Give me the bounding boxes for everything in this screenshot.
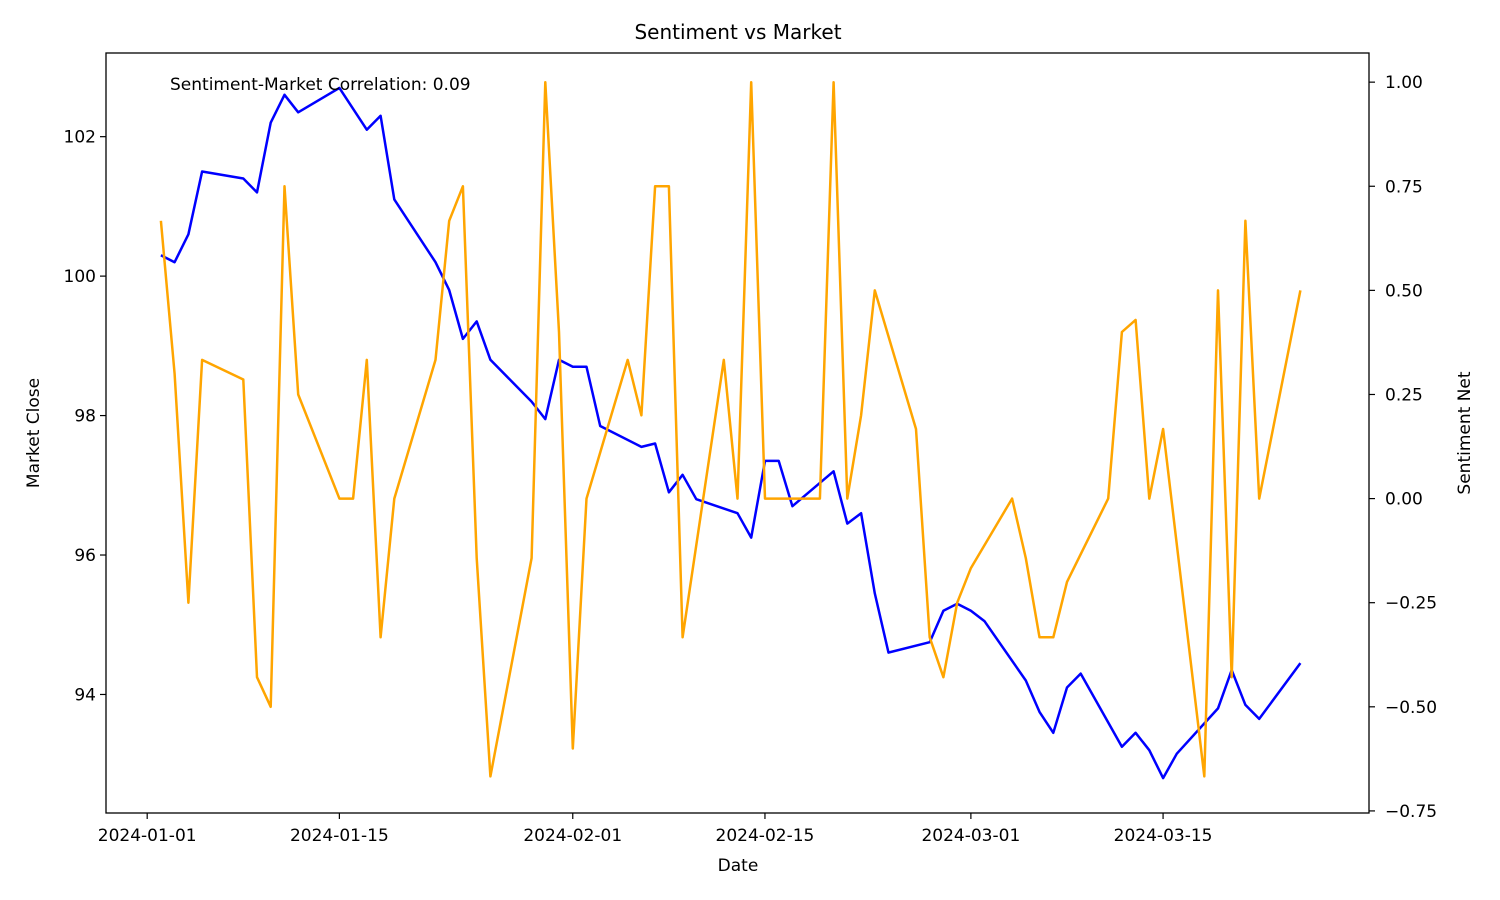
series-layer [159,80,1302,780]
y2-tick-label: 0.50 [1385,281,1423,301]
y-tick-label: 94 [74,685,96,705]
y-axis-right: −0.75 −0.50 −0.25 0.00 0.25 0.50 0.75 1.00 [1369,73,1437,822]
x-tick-label: 2024-02-15 [716,826,815,846]
y2-tick-label: 0.00 [1385,490,1423,510]
y-tick-label: 102 [64,128,96,148]
sentiment-line [159,80,1302,778]
market-close-line [160,86,1302,780]
y2-tick-label: −0.75 [1385,802,1437,822]
y2-tick-label: 0.25 [1385,385,1423,405]
x-tick-label: 2024-02-01 [523,826,622,846]
y2-tick-label: 1.00 [1385,73,1423,93]
x-tick-label: 2024-03-15 [1114,826,1213,846]
y2-tick-label: −0.50 [1385,698,1437,718]
x-axis-title: Date [718,856,759,876]
y-tick-label: 98 [74,407,96,427]
y-tick-label: 96 [74,546,96,566]
x-tick-label: 2024-01-15 [290,826,389,846]
x-tick-label: 2024-03-01 [921,826,1020,846]
y2-tick-label: −0.25 [1385,594,1437,614]
y-axis-left: 94 96 98 100 102 [64,128,106,705]
y-axis-right-title: Sentiment Net [1455,371,1475,494]
y2-tick-label: 0.75 [1385,177,1423,197]
x-axis: 2024-01-01 2024-01-15 2024-02-01 2024-02-15… [98,813,1213,846]
plot-frame [105,52,1370,814]
correlation-annotation: Sentiment-Market Correlation: 0.09 [170,75,471,95]
y-axis-left-title: Market Close [24,378,44,488]
x-tick-label: 2024-01-01 [98,826,197,846]
y-tick-label: 100 [64,267,96,287]
chart-title: Sentiment vs Market [634,20,841,44]
